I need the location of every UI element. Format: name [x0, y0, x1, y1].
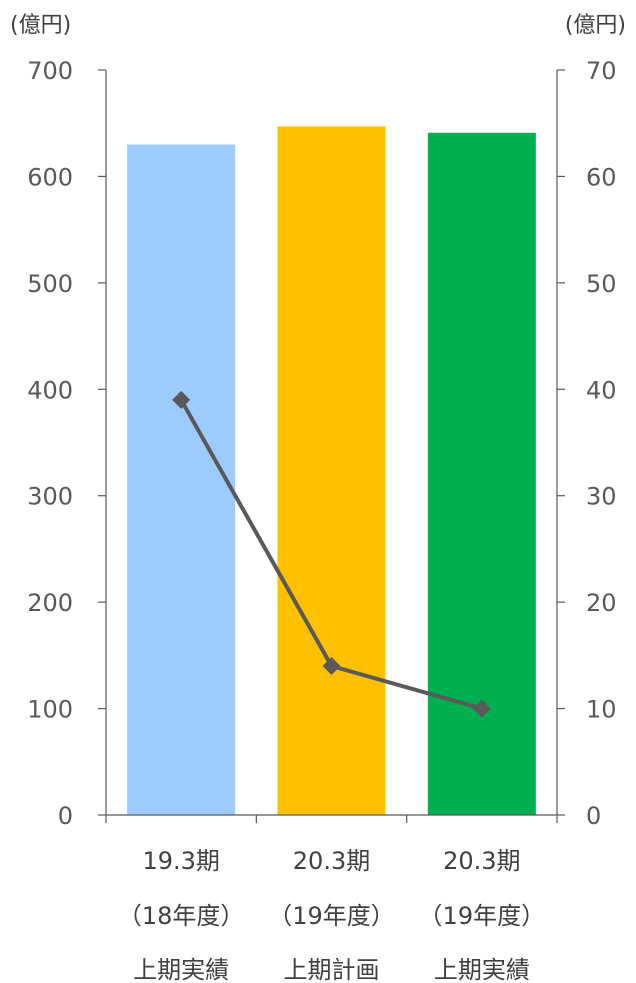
left-tick-label: 300 — [27, 483, 73, 511]
bar-2 — [277, 126, 386, 815]
right-axis-unit: (億円) — [565, 13, 626, 38]
right-tick-label: 30 — [586, 483, 617, 511]
line-point-1 — [172, 390, 191, 409]
axes — [98, 69, 565, 823]
bar-group — [127, 126, 536, 816]
category-label: 19.3期 — [142, 847, 219, 875]
category-label: （19年度） — [419, 902, 546, 930]
category-label: （19年度） — [268, 902, 395, 930]
category-label: 上期実績 — [434, 956, 530, 983]
right-tick-label: 0 — [586, 802, 601, 830]
left-tick-label: 0 — [58, 802, 73, 830]
right-tick-label: 20 — [586, 589, 617, 617]
right-tick-label: 70 — [586, 57, 617, 85]
left-tick-label: 400 — [27, 376, 73, 404]
bar-1 — [127, 144, 236, 815]
left-tick-label: 700 — [27, 57, 73, 85]
left-tick-label: 100 — [27, 696, 73, 724]
left-axis-unit: (億円) — [10, 13, 71, 38]
line-series — [172, 390, 491, 718]
category-label: 20.3期 — [293, 847, 370, 875]
left-tick-label: 200 — [27, 589, 73, 617]
line-point-3 — [472, 699, 491, 718]
labels: 0 100 200 300 400 500 600 700 0 10 20 30 40 50 60 70 (億円… — [10, 13, 626, 983]
line-point-2 — [322, 657, 341, 675]
category-label: （18年度） — [118, 902, 245, 930]
category-label: 上期実績 — [133, 956, 229, 983]
right-tick-label: 60 — [586, 163, 617, 191]
category-label: 20.3期 — [443, 847, 520, 875]
right-tick-label: 10 — [586, 696, 617, 724]
right-tick-label: 40 — [586, 376, 617, 404]
category-label: 上期計画 — [284, 956, 380, 983]
left-tick-label: 500 — [27, 270, 73, 298]
right-tick-label: 50 — [586, 270, 617, 298]
left-tick-label: 600 — [27, 163, 73, 191]
